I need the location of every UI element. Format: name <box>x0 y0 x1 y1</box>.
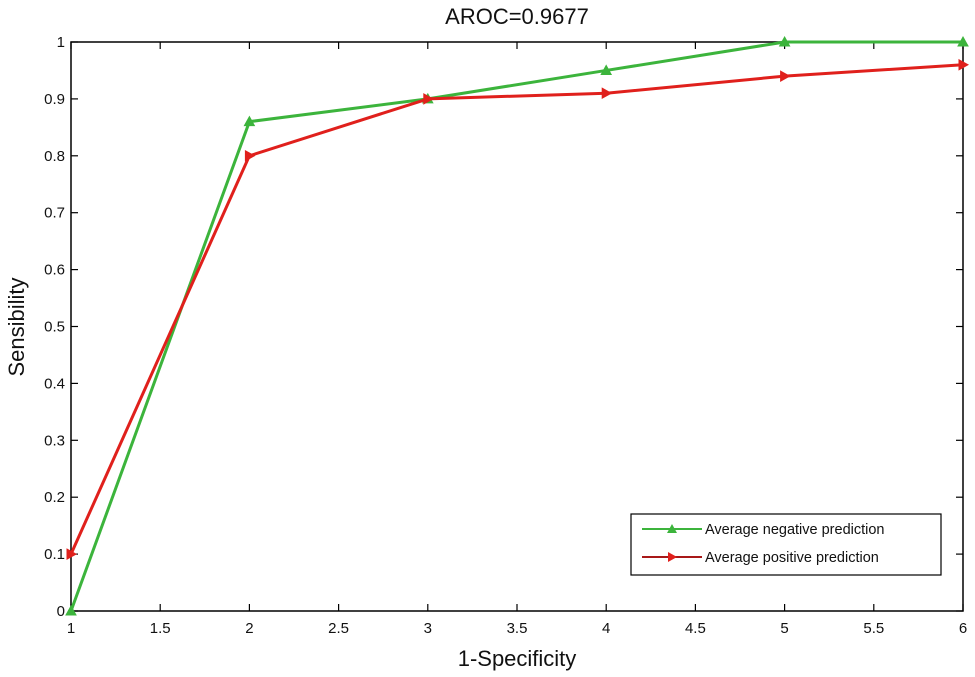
y-tick-label: 0.3 <box>44 432 65 449</box>
y-tick-label: 0.2 <box>44 489 65 506</box>
y-tick-label: 0.4 <box>44 375 65 392</box>
triangle-right-marker-icon <box>668 552 677 562</box>
data-point-marker <box>243 115 256 127</box>
y-tick-label: 0.5 <box>44 319 65 336</box>
series-positive <box>66 58 970 560</box>
x-tick-label: 1.5 <box>150 620 171 637</box>
x-tick-label: 6 <box>959 620 967 637</box>
legend-label-positive: Average positive prediction <box>705 550 879 566</box>
data-point-marker <box>780 70 791 82</box>
series-negative <box>65 35 969 616</box>
data-point-marker <box>66 548 78 560</box>
x-axis-ticks: 1 1.5 2 2.5 3 3.5 4 4.5 5 5.5 6 <box>67 42 967 637</box>
x-tick-label: 1 <box>67 620 75 637</box>
x-tick-label: 3 <box>424 620 432 637</box>
data-point-marker <box>778 35 791 47</box>
data-point-marker <box>244 149 256 162</box>
y-tick-label: 0.6 <box>44 262 65 279</box>
y-tick-label: 0.7 <box>44 205 65 222</box>
x-tick-label: 4 <box>602 620 610 637</box>
legend-label-negative: Average negative prediction <box>705 522 885 538</box>
legend: Average negative prediction Average posi… <box>630 513 942 576</box>
y-tick-label: 0 <box>57 603 65 620</box>
chart-title: AROC=0.9677 <box>445 4 589 29</box>
x-tick-label: 2 <box>245 620 253 637</box>
data-point-marker <box>957 35 969 47</box>
legend-item-negative: Average negative prediction <box>642 522 885 538</box>
y-tick-label: 0.8 <box>44 148 65 165</box>
series-layer <box>65 35 970 616</box>
data-point-marker <box>600 64 613 75</box>
y-axis-ticks: 0 0.1 0.2 0.3 0.4 0.5 0.6 0.7 0.8 0.9 1 <box>44 34 963 620</box>
y-axis-label: Sensibility <box>4 277 29 376</box>
y-tick-label: 0.1 <box>44 546 65 563</box>
legend-box <box>630 513 942 576</box>
x-tick-label: 5 <box>780 620 788 637</box>
x-tick-label: 3.5 <box>507 620 528 637</box>
legend-item-positive: Average positive prediction <box>642 550 879 566</box>
triangle-up-marker-icon <box>667 524 677 533</box>
x-tick-label: 2.5 <box>328 620 349 637</box>
x-tick-label: 4.5 <box>685 620 706 637</box>
x-tick-label: 5.5 <box>863 620 884 637</box>
data-point-marker <box>601 87 613 100</box>
y-tick-label: 1 <box>57 34 65 51</box>
y-tick-label: 0.9 <box>44 91 65 108</box>
x-axis-label: 1-Specificity <box>458 646 577 671</box>
data-point-marker <box>423 93 434 105</box>
data-point-marker <box>65 604 77 616</box>
data-point-marker <box>958 58 970 71</box>
